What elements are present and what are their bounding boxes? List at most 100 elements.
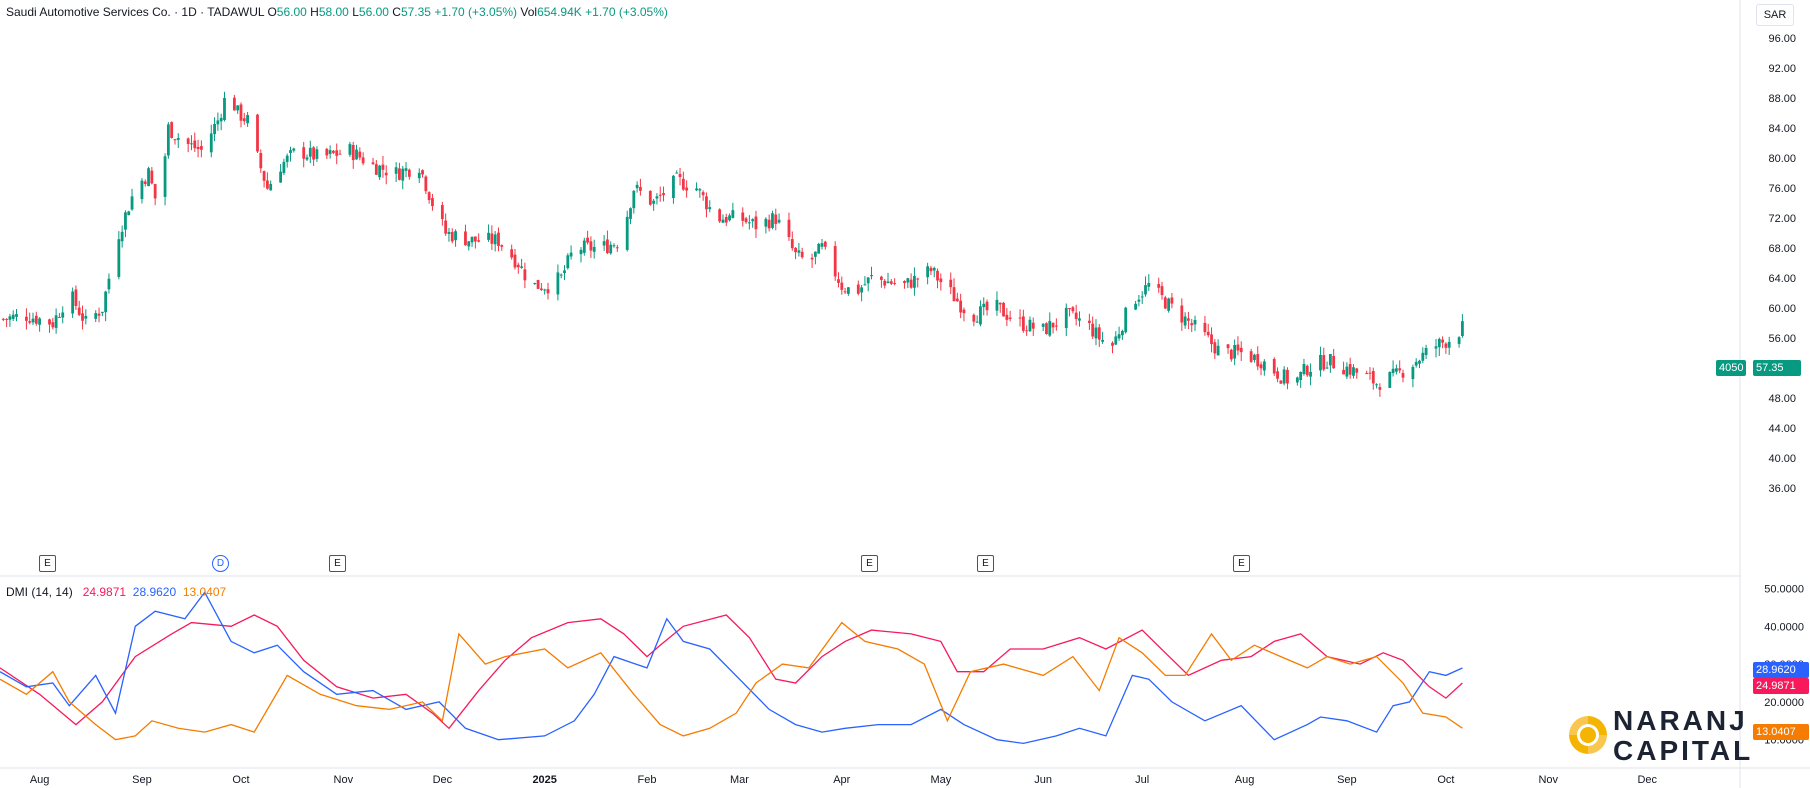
candle-body — [612, 245, 616, 247]
candle-body — [903, 281, 906, 284]
candle-body — [1120, 330, 1124, 336]
candle-body — [672, 175, 675, 199]
logo-mark-icon — [1569, 716, 1607, 754]
adx-tag: 24.9871 — [1753, 678, 1809, 694]
candle-body — [1137, 299, 1141, 302]
candle-body — [652, 200, 656, 204]
candle-body — [1239, 347, 1243, 353]
candle-body — [493, 234, 497, 245]
earnings-marker[interactable]: E — [39, 555, 56, 572]
candle-body — [1461, 321, 1464, 336]
candle-body — [1434, 346, 1438, 349]
currency-button[interactable]: SAR — [1756, 4, 1794, 26]
candle-body — [348, 144, 352, 155]
earnings-marker[interactable]: E — [861, 555, 878, 572]
candle-body — [1342, 369, 1345, 375]
candle-body — [259, 152, 263, 169]
earnings-marker[interactable]: E — [329, 555, 346, 572]
price-tick-label: 40.00 — [1768, 453, 1796, 465]
candle-body — [767, 219, 771, 229]
candle-body — [77, 307, 81, 315]
candle-body — [335, 150, 339, 156]
candle-body — [1170, 297, 1174, 304]
time-tick-label: Aug — [1235, 774, 1255, 786]
candle-body — [516, 264, 520, 268]
candle-body — [566, 255, 570, 269]
candle-body — [305, 157, 309, 160]
candle-body — [338, 153, 342, 155]
candle-body — [979, 306, 982, 325]
candle-body — [421, 170, 424, 175]
candle-body — [559, 274, 563, 276]
candle-body — [239, 104, 243, 121]
candle-body — [744, 218, 748, 223]
candle-body — [1371, 370, 1375, 384]
candle-body — [100, 311, 104, 313]
candle-body — [926, 266, 930, 278]
candle-body — [1064, 307, 1068, 329]
candle-body — [219, 117, 223, 122]
candle-body — [1348, 364, 1352, 375]
candle-body — [1352, 367, 1355, 376]
volume-value: 654.94K — [537, 5, 582, 19]
candle-body — [747, 222, 751, 224]
candle-body — [487, 232, 490, 240]
dividend-marker[interactable]: D — [212, 555, 229, 572]
candle-body — [166, 124, 170, 156]
candle-body — [837, 279, 840, 283]
close-label: C — [392, 5, 401, 19]
candle-body — [371, 162, 375, 165]
candle-body — [880, 276, 883, 280]
candle-body — [632, 190, 636, 209]
price-tick-label: 72.00 — [1768, 213, 1796, 225]
price-tick-label: 68.00 — [1768, 243, 1796, 255]
candle-body — [909, 279, 913, 288]
candle-body — [104, 291, 108, 313]
adx-value: 24.9871 — [82, 585, 127, 599]
candle-body — [771, 213, 774, 228]
price-tick-label: 92.00 — [1768, 63, 1796, 75]
candle-body — [500, 245, 504, 247]
earnings-marker[interactable]: E — [977, 555, 994, 572]
candle-body — [328, 150, 332, 154]
candle-body — [1424, 347, 1428, 356]
dmi-tick-label: 40.0000 — [1764, 621, 1804, 633]
symbol-header[interactable]: Saudi Automotive Services Co. · 1D · TAD… — [6, 5, 668, 19]
candle-body — [58, 316, 61, 318]
candle-body — [606, 239, 609, 254]
candle-body — [117, 239, 121, 277]
time-tick-label: Apr — [833, 774, 850, 786]
price-tick-label: 64.00 — [1768, 273, 1796, 285]
candle-body — [1144, 285, 1147, 295]
candle-body — [232, 97, 236, 111]
candle-body — [213, 123, 216, 135]
earnings-marker[interactable]: E — [1233, 555, 1250, 572]
candle-body — [1447, 341, 1451, 348]
candle-body — [998, 302, 1002, 305]
candle-body — [292, 148, 296, 151]
volume-change: +1.70 (+3.05%) — [585, 5, 668, 19]
candle-body — [1441, 339, 1445, 343]
candle-body — [173, 139, 177, 141]
candle-body — [959, 300, 963, 313]
candle-body — [256, 114, 259, 152]
candle-body — [797, 250, 801, 253]
candle-body — [913, 275, 916, 288]
minus-di-tag: 13.0407 — [1753, 724, 1809, 740]
dmi-legend[interactable]: DMI (14, 14) 24.9871 28.9620 13.0407 — [6, 585, 226, 599]
candle-body — [1, 318, 5, 320]
price-tick-label: 36.00 — [1768, 483, 1796, 495]
candle-body — [1157, 284, 1161, 288]
candle-body — [374, 164, 378, 175]
candle-body — [1117, 334, 1121, 339]
candle-body — [262, 171, 266, 181]
candle-body — [302, 147, 306, 159]
candle-body — [176, 137, 180, 140]
candle-body — [1041, 323, 1045, 327]
candle-body — [282, 161, 286, 173]
candle-body — [1183, 316, 1187, 326]
candle-body — [285, 155, 289, 162]
candle-body — [886, 281, 890, 284]
candle-body — [982, 303, 986, 308]
